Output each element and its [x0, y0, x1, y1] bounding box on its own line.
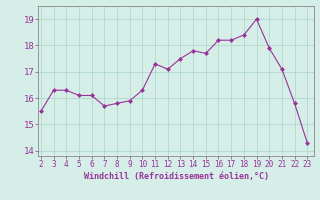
X-axis label: Windchill (Refroidissement éolien,°C): Windchill (Refroidissement éolien,°C) — [84, 172, 268, 181]
